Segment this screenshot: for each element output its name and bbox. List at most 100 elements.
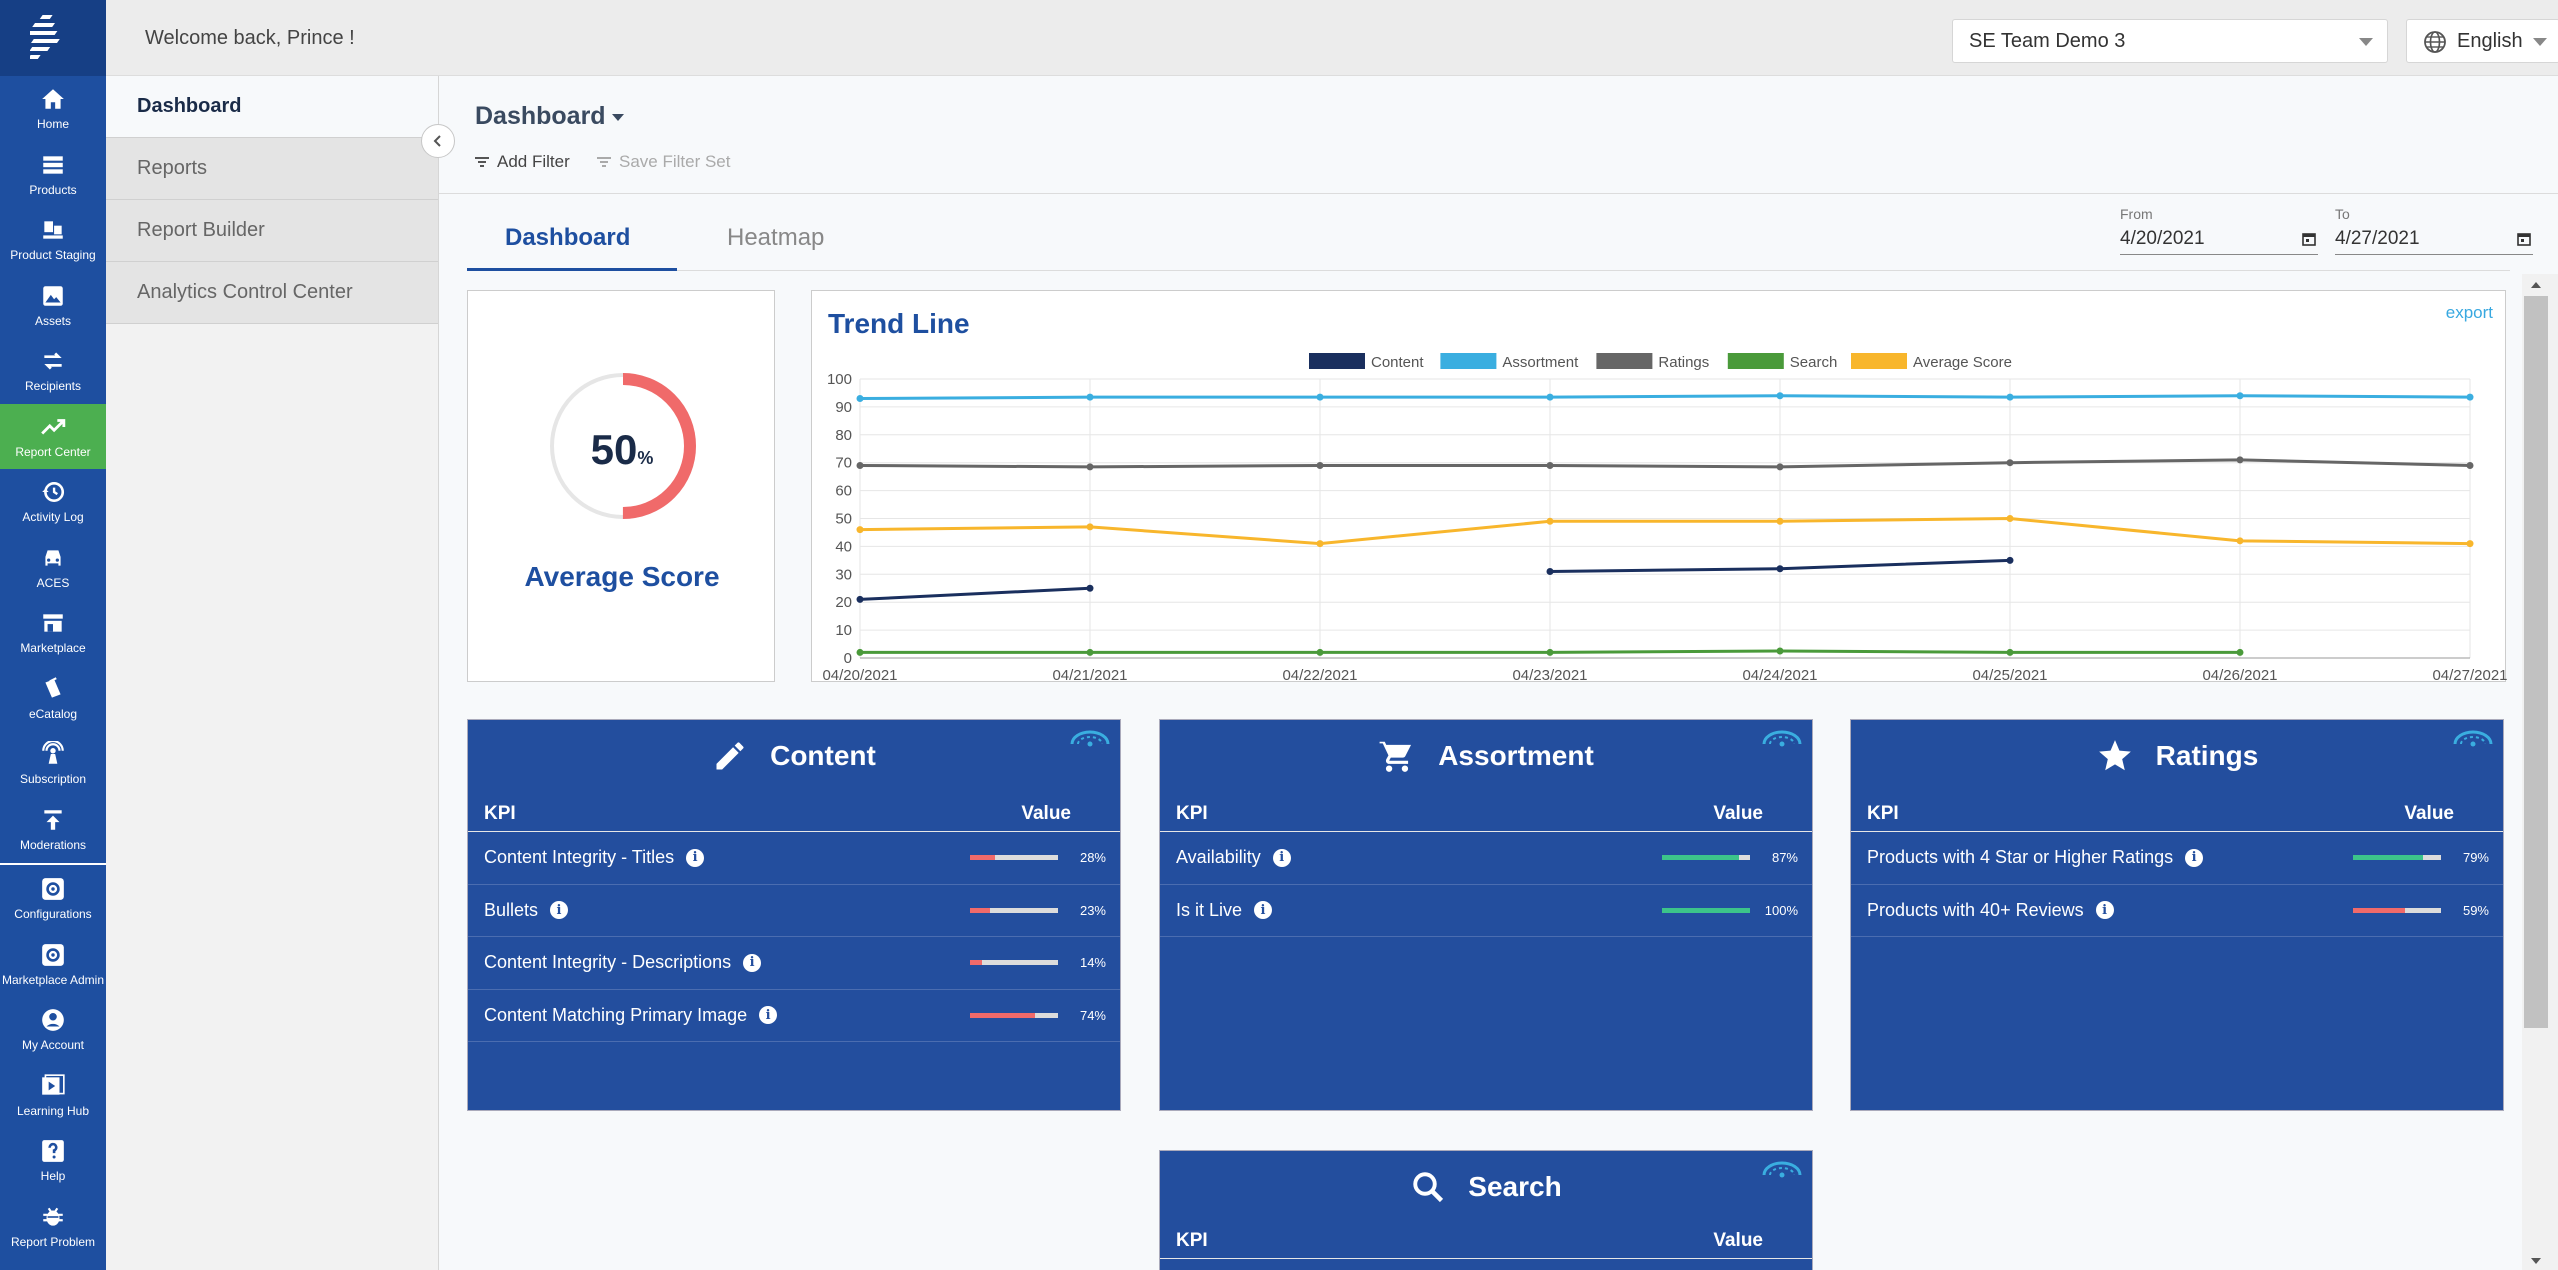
x-tick-label: 04/27/2021 xyxy=(2432,667,2507,683)
dashboard-select[interactable]: Dashboard xyxy=(475,102,624,131)
rail-item-configurations[interactable]: Configurations xyxy=(0,866,106,932)
score-value: 50 xyxy=(590,426,638,473)
tab-dashboard[interactable]: Dashboard xyxy=(505,224,631,251)
kpi-row[interactable]: Bullets i 23% xyxy=(468,885,1120,937)
kpi-row[interactable]: Is it Live i 100% xyxy=(1160,885,1812,937)
rail-item-ecatalog[interactable]: eCatalog xyxy=(0,666,106,732)
rail-item-label: Marketplace xyxy=(20,641,86,656)
rail-item-aces[interactable]: ACES xyxy=(0,535,106,601)
subnav-item-analytics-control-center[interactable]: Analytics Control Center xyxy=(106,262,438,324)
rail-item-label: Subscription xyxy=(19,772,87,787)
rail-item-report-problem[interactable]: Report Problem xyxy=(0,1194,106,1260)
info-icon[interactable]: i xyxy=(743,953,762,972)
bug-icon xyxy=(43,1207,63,1226)
scrollbar-thumb[interactable] xyxy=(2524,296,2548,1028)
rail-item-product-staging[interactable]: Product Staging xyxy=(0,207,106,273)
subnav-item-report-builder[interactable]: Report Builder xyxy=(106,200,438,262)
rail-item-label: Product Staging xyxy=(10,248,96,263)
kpi-row[interactable]: Content Integrity - Titles i 28% xyxy=(468,832,1120,885)
info-icon[interactable]: i xyxy=(2095,901,2114,920)
kpi-row[interactable]: Content Matching Primary Image i 74% xyxy=(468,990,1120,1042)
kpi-row-label: Content Integrity - Titles xyxy=(484,847,675,868)
legend-swatch xyxy=(1440,353,1497,369)
rail-item-recipients[interactable]: Recipients xyxy=(0,338,106,404)
x-tick-label: 04/23/2021 xyxy=(1512,667,1587,683)
export-link[interactable]: export xyxy=(2445,303,2493,322)
average-score-card: 50% Average Score xyxy=(467,290,775,682)
rail-item-label: Report Center xyxy=(15,444,91,459)
legend-swatch xyxy=(1851,353,1907,369)
info-icon[interactable]: i xyxy=(686,848,705,867)
content-kpi-title: Content xyxy=(770,740,876,771)
data-point xyxy=(856,526,864,534)
kpi-row-label: Content Matching Primary Image xyxy=(484,1004,748,1025)
kpi-row-label: Products with 4 Star or Higher Ratings xyxy=(1867,847,2174,868)
info-icon[interactable]: i xyxy=(1272,848,1291,867)
subnav-item-reports[interactable]: Reports xyxy=(106,138,438,200)
info-icon[interactable]: i xyxy=(1254,901,1273,920)
app-logo[interactable] xyxy=(0,0,106,76)
add-filter-button[interactable]: Add Filter xyxy=(475,152,570,172)
rail-item-home[interactable]: Home xyxy=(0,76,106,142)
rail-item-report-center[interactable]: Report Center xyxy=(0,403,106,469)
rail-item-label: ACES xyxy=(36,575,70,590)
kpi-column-label: KPI xyxy=(1867,803,1899,824)
x-tick-label: 04/24/2021 xyxy=(1742,667,1817,683)
rail-item-moderations[interactable]: Moderations xyxy=(0,797,106,863)
top-bar: Welcome back, Prince ! SE Team Demo 3 En… xyxy=(106,0,2558,76)
data-point xyxy=(856,595,864,603)
rail-item-products[interactable]: Products xyxy=(0,142,106,208)
series-line xyxy=(859,394,2471,401)
vertical-scrollbar[interactable] xyxy=(2522,274,2558,1270)
from-date-field[interactable]: From 4/20/2021 xyxy=(2120,206,2318,255)
moderations-icon xyxy=(44,810,62,830)
y-tick-label: 100 xyxy=(827,371,852,388)
kpi-row[interactable]: Availability i 87% xyxy=(1160,832,1812,885)
kpi-progress-fill xyxy=(1662,907,1750,913)
rail-item-my-account[interactable]: My Account xyxy=(0,997,106,1063)
chevron-left-icon xyxy=(433,135,441,147)
kpi-progress-bar xyxy=(970,960,1058,966)
rail-item-marketplace[interactable]: Marketplace xyxy=(0,600,106,666)
refresh-swirl-icon[interactable] xyxy=(1760,1157,1804,1185)
tab-heatmap[interactable]: Heatmap xyxy=(727,224,825,251)
info-icon[interactable]: i xyxy=(759,1006,778,1025)
x-tick-label: 04/25/2021 xyxy=(1972,667,2047,683)
kpi-row[interactable]: Content Integrity - Descriptions i 14% xyxy=(468,937,1120,990)
language-select[interactable]: English xyxy=(2406,19,2558,63)
scroll-up-icon[interactable] xyxy=(2522,278,2550,292)
subnav-item-dashboard[interactable]: Dashboard xyxy=(106,76,438,138)
kpi-progress-bar xyxy=(970,907,1058,913)
pencil-icon xyxy=(716,742,744,770)
rail-item-subscription[interactable]: Subscription xyxy=(0,731,106,797)
tabs-divider xyxy=(467,270,2510,271)
rail-item-help[interactable]: Help xyxy=(0,1128,106,1194)
info-icon[interactable]: i xyxy=(2185,848,2204,867)
x-tick-label: 04/20/2021 xyxy=(822,667,897,683)
to-date-field[interactable]: To 4/27/2021 xyxy=(2335,206,2533,255)
rail-item-label: Marketplace Admin xyxy=(1,972,105,987)
rail-item-learning-hub[interactable]: Learning Hub xyxy=(0,1063,106,1129)
rail-item-assets[interactable]: Assets xyxy=(0,273,106,339)
help-icon xyxy=(42,1140,64,1163)
refresh-swirl-icon[interactable] xyxy=(1068,726,1112,754)
ratings-kpi-header: Ratings xyxy=(1851,720,2503,792)
refresh-swirl-icon[interactable] xyxy=(1760,726,1804,754)
collapse-sidebar-button[interactable] xyxy=(421,124,455,158)
save-filter-set-button[interactable]: Save Filter Set xyxy=(597,152,731,172)
scroll-down-icon[interactable] xyxy=(2522,1254,2550,1268)
data-point xyxy=(2006,459,2014,467)
globe-icon xyxy=(2424,31,2446,53)
kpi-column-label: KPI xyxy=(484,803,516,824)
calendar-icon[interactable] xyxy=(2517,232,2531,246)
rail-item-activity-log[interactable]: Activity Log xyxy=(0,469,106,535)
kpi-row[interactable]: Products with 40+ Reviews i 59% xyxy=(1851,885,2503,937)
activity-log-icon xyxy=(42,482,65,503)
kpi-row-value: 23% xyxy=(1079,902,1106,918)
rail-item-marketplace-admin[interactable]: Marketplace Admin xyxy=(0,932,106,998)
info-icon[interactable]: i xyxy=(550,901,569,920)
kpi-row[interactable]: Products with 4 Star or Higher Ratings i 7… xyxy=(1851,832,2503,885)
calendar-icon[interactable] xyxy=(2302,232,2316,246)
refresh-swirl-icon[interactable] xyxy=(2451,726,2495,754)
team-select[interactable]: SE Team Demo 3 xyxy=(1952,19,2388,63)
